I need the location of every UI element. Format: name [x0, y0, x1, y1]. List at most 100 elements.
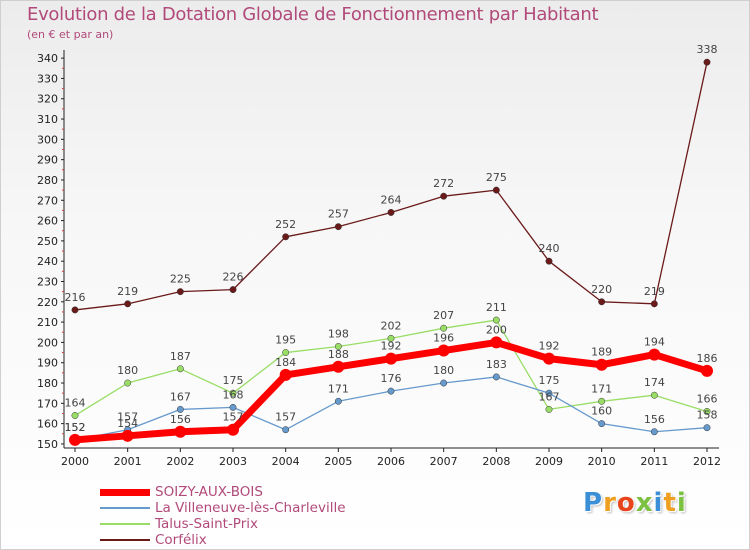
- data-label: 167: [170, 390, 191, 403]
- data-label: 275: [486, 171, 507, 184]
- data-label: 226: [223, 271, 244, 284]
- data-label: 152: [65, 421, 86, 434]
- y-tick-label: 320: [37, 93, 58, 106]
- data-label: 166: [697, 392, 718, 405]
- y-tick-label: 150: [37, 438, 58, 451]
- data-point: [282, 233, 290, 241]
- data-point: [387, 387, 395, 395]
- y-tick-label: 290: [37, 154, 58, 167]
- legend-label: Talus-Saint-Prix: [155, 516, 259, 532]
- data-label: 167: [539, 390, 560, 403]
- data-point: [595, 358, 608, 371]
- x-tick-label: 2003: [219, 455, 247, 468]
- brand-letter: t: [663, 488, 677, 518]
- data-label: 175: [539, 374, 560, 387]
- y-tick-label: 160: [37, 418, 58, 431]
- y-tick-label: 250: [37, 235, 58, 248]
- data-point: [545, 389, 553, 397]
- data-point: [598, 420, 606, 428]
- data-point: [440, 192, 448, 200]
- legend-label: SOIZY-AUX-BOIS: [155, 484, 263, 500]
- legend-swatch: [100, 489, 150, 496]
- chart-subtitle: (en € et par an): [27, 28, 114, 41]
- data-label: 194: [644, 336, 665, 349]
- data-label: 160: [591, 405, 612, 418]
- y-tick-label: 310: [37, 113, 58, 126]
- brand-letter: r: [603, 488, 617, 518]
- data-point: [648, 348, 661, 361]
- y-tick-label: 170: [37, 397, 58, 410]
- y-tick-label: 210: [37, 316, 58, 329]
- data-point: [650, 391, 658, 399]
- data-label: 272: [433, 177, 454, 190]
- data-label: 186: [697, 352, 718, 365]
- data-label: 195: [275, 334, 296, 347]
- x-tick-label: 2010: [588, 455, 616, 468]
- x-tick-label: 2007: [430, 455, 458, 468]
- data-label: 152: [65, 421, 86, 434]
- data-label: 219: [117, 285, 138, 298]
- data-label: 196: [433, 332, 454, 345]
- data-point: [124, 379, 132, 387]
- data-point: [124, 300, 132, 308]
- data-point: [229, 389, 237, 397]
- data-point: [437, 344, 450, 357]
- data-point: [440, 324, 448, 332]
- data-point: [69, 433, 81, 446]
- data-label: 338: [697, 43, 718, 56]
- brand-letter: x: [635, 488, 654, 518]
- data-point: [492, 186, 500, 194]
- data-label: 156: [644, 413, 665, 426]
- y-tick-label: 300: [37, 133, 58, 146]
- brand-logo: Proxiti: [583, 488, 687, 518]
- data-point: [334, 343, 342, 350]
- y-tick-label: 200: [37, 336, 58, 349]
- data-point: [282, 426, 290, 434]
- data-label: 183: [486, 358, 507, 371]
- data-point: [598, 298, 606, 306]
- y-tick-label: 330: [37, 72, 58, 85]
- y-tick-label: 240: [37, 255, 58, 268]
- legend-swatch: [100, 523, 150, 525]
- data-point: [174, 425, 187, 438]
- data-point: [176, 405, 184, 413]
- data-label: 180: [433, 364, 454, 377]
- data-label: 154: [117, 417, 138, 430]
- data-label: 180: [117, 364, 138, 377]
- y-tick-label: 180: [37, 377, 58, 390]
- data-label: 171: [328, 382, 349, 395]
- data-point: [385, 352, 397, 365]
- data-point: [71, 306, 79, 314]
- data-point: [334, 397, 342, 405]
- brand-letter: o: [616, 488, 636, 518]
- data-point: [121, 429, 134, 442]
- y-tick-label: 260: [37, 215, 58, 228]
- x-tick-label: 2011: [640, 455, 668, 468]
- data-point: [440, 379, 448, 387]
- data-point: [229, 286, 237, 294]
- data-point: [703, 58, 711, 66]
- data-label: 200: [486, 323, 507, 336]
- legend-swatch: [100, 507, 150, 509]
- data-labels: 152 154 156 157 184 188 192 196 200 192 189 194 186 1…: [65, 43, 718, 434]
- chart-title: Evolution de la Dotation Globale de Fonc…: [27, 4, 599, 25]
- axes: 150 160 170 180 190 200 210 220 230 240 250 260 270 2…: [37, 50, 721, 468]
- data-label: 157: [223, 411, 244, 424]
- data-label: 189: [591, 346, 612, 359]
- series-layer: [69, 58, 713, 446]
- x-tick-label: 2005: [324, 455, 352, 468]
- data-label: 257: [328, 208, 349, 221]
- data-label: 202: [381, 319, 402, 332]
- data-point: [650, 428, 658, 436]
- x-tick-label: 2001: [114, 455, 142, 468]
- y-tick-label: 280: [37, 174, 58, 187]
- brand-letter: i: [653, 488, 664, 518]
- data-point: [492, 373, 500, 381]
- data-label: 157: [117, 411, 138, 424]
- legend-swatch: [100, 539, 150, 541]
- y-tick-label: 190: [37, 357, 58, 370]
- data-point: [334, 223, 342, 231]
- data-point: [598, 397, 606, 405]
- data-label: 264: [381, 193, 402, 206]
